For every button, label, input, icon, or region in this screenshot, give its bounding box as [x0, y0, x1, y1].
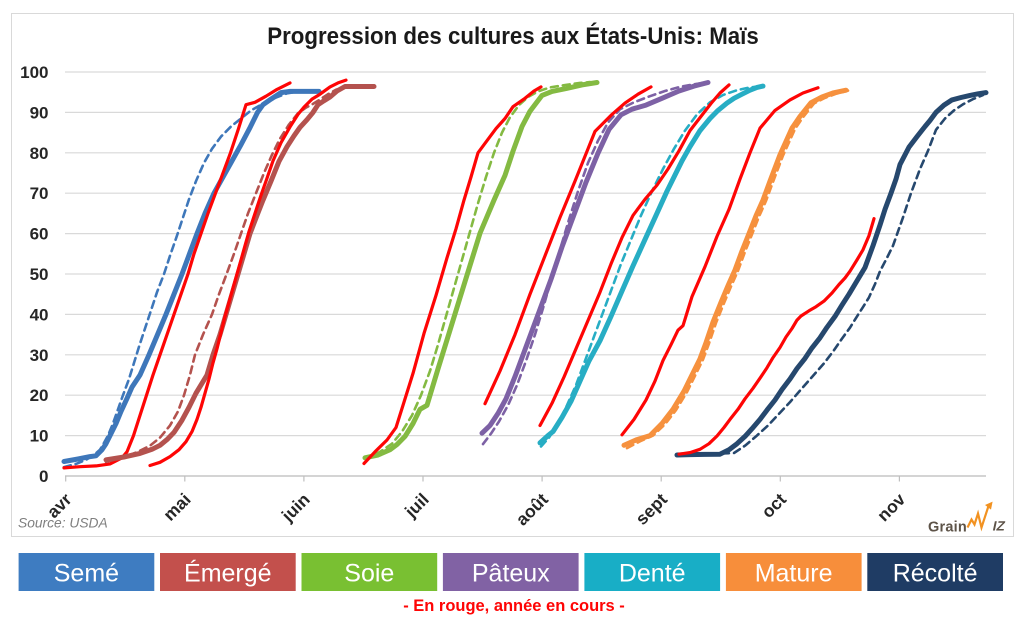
svg-text:Émergé: Émergé [184, 559, 272, 588]
svg-text:30: 30 [30, 346, 49, 365]
svg-text:Semé: Semé [54, 560, 119, 588]
svg-text:Soie: Soie [344, 560, 394, 588]
svg-text:60: 60 [30, 225, 49, 244]
svg-text:90: 90 [30, 103, 49, 122]
svg-text:40: 40 [30, 305, 49, 324]
svg-text:Denté: Denté [619, 560, 686, 588]
svg-text:Récolté: Récolté [893, 560, 978, 588]
svg-text:20: 20 [30, 386, 49, 405]
svg-text:10: 10 [30, 427, 49, 446]
svg-text:70: 70 [30, 184, 49, 203]
svg-text:80: 80 [30, 144, 49, 163]
svg-text:IZ: IZ [991, 519, 1006, 534]
svg-text:Pâteux: Pâteux [472, 560, 550, 588]
svg-text:Source: USDA: Source: USDA [18, 516, 108, 531]
svg-text:100: 100 [20, 63, 48, 82]
svg-text:Mature: Mature [755, 560, 833, 588]
svg-text:0: 0 [39, 467, 48, 486]
svg-text:50: 50 [30, 265, 49, 284]
svg-text:- En rouge, année en cours -: - En rouge, année en cours - [403, 596, 625, 615]
svg-text:Grain: Grain [928, 520, 967, 536]
svg-text:Progression des cultures aux É: Progression des cultures aux États-Unis:… [267, 21, 759, 49]
